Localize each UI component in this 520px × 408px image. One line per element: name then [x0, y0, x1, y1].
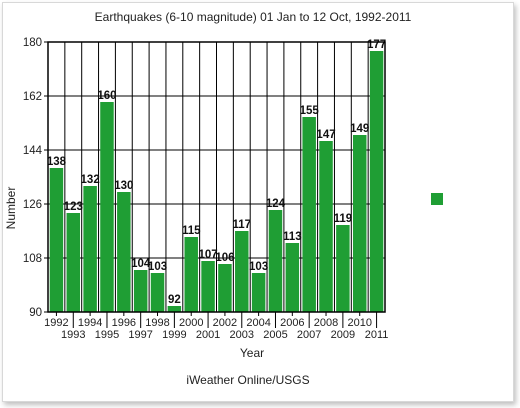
- x-tick-label: 1998: [145, 317, 169, 329]
- x-tick-label: 2008: [314, 317, 338, 329]
- data-label: 107: [198, 249, 217, 261]
- bar: [184, 237, 198, 312]
- bar: [302, 117, 316, 312]
- x-tick-label: 2003: [230, 329, 254, 341]
- bar: [319, 141, 333, 312]
- legend-swatch: [431, 193, 443, 205]
- x-tick-label: 2011: [365, 329, 389, 341]
- x-tick-label: 2004: [246, 317, 270, 329]
- y-tick-label: 126: [23, 199, 42, 211]
- data-label: 103: [249, 261, 268, 273]
- x-tick-label: 2005: [263, 329, 287, 341]
- bar: [150, 273, 165, 312]
- x-tick-label: 1996: [112, 317, 136, 329]
- data-label: 147: [316, 129, 335, 141]
- x-tick-label: 2007: [297, 329, 321, 341]
- bar: [251, 273, 266, 312]
- bar: [83, 186, 97, 312]
- data-label: 123: [64, 201, 83, 213]
- data-label: 130: [114, 180, 133, 192]
- x-axis-label: Year: [240, 346, 264, 360]
- data-label: 177: [367, 39, 386, 51]
- bar: [167, 306, 182, 312]
- data-label: 106: [215, 252, 234, 264]
- y-tick-label: 144: [23, 145, 43, 157]
- y-axis-label: Number: [4, 187, 18, 230]
- data-label: 119: [334, 213, 353, 225]
- x-tick-label: 2006: [280, 317, 304, 329]
- bar: [218, 264, 232, 312]
- x-tick-label: 1999: [162, 329, 186, 341]
- data-label: 155: [300, 105, 320, 117]
- data-label: 103: [148, 261, 167, 273]
- data-label: 160: [97, 90, 116, 102]
- data-label: 138: [47, 156, 67, 168]
- y-tick-label: 162: [23, 91, 42, 103]
- x-tick-label: 1992: [44, 317, 68, 329]
- bar: [100, 102, 114, 312]
- data-label: 117: [232, 219, 251, 231]
- data-label: 113: [283, 231, 302, 243]
- x-tick-label: 2000: [179, 317, 203, 329]
- data-label: 132: [81, 174, 100, 186]
- source-label: iWeather Online/USGS: [186, 373, 309, 387]
- bar: [66, 213, 81, 312]
- x-tick-label: 1993: [61, 329, 85, 341]
- bar: [235, 231, 249, 312]
- y-tick-labels: 90 108 126 144 162 180: [23, 37, 43, 319]
- data-label: 104: [131, 258, 151, 270]
- bar: [117, 192, 131, 312]
- y-tick-label: 180: [23, 37, 42, 49]
- bar: [336, 225, 350, 312]
- bar: [268, 210, 283, 312]
- bar: [133, 270, 148, 312]
- x-tick-label: 2002: [213, 317, 237, 329]
- data-label: 115: [182, 225, 201, 237]
- data-label: 149: [350, 123, 369, 135]
- x-tick-label: 1997: [128, 329, 152, 341]
- x-tick-labels: 1992199319941995199619971998199920002001…: [44, 317, 388, 341]
- y-tick-label: 90: [29, 307, 42, 319]
- data-label: 92: [168, 294, 181, 306]
- x-tick-label: 2010: [347, 317, 371, 329]
- bar: [49, 168, 64, 312]
- bar: [352, 135, 367, 312]
- x-tick-label: 1995: [95, 329, 119, 341]
- chart-title: Earthquakes (6-10 magnitude) 01 Jan to 1…: [95, 10, 412, 24]
- plot-border: [47, 41, 386, 313]
- bar: [285, 243, 300, 312]
- data-label: 124: [266, 198, 286, 210]
- bar: [369, 51, 384, 312]
- bar: [201, 261, 215, 312]
- x-tick-label: 2001: [196, 329, 220, 341]
- bars: [49, 51, 384, 312]
- y-tick-label: 108: [23, 253, 42, 265]
- x-tick-label: 1994: [78, 317, 102, 329]
- x-tick-label: 2009: [331, 329, 355, 341]
